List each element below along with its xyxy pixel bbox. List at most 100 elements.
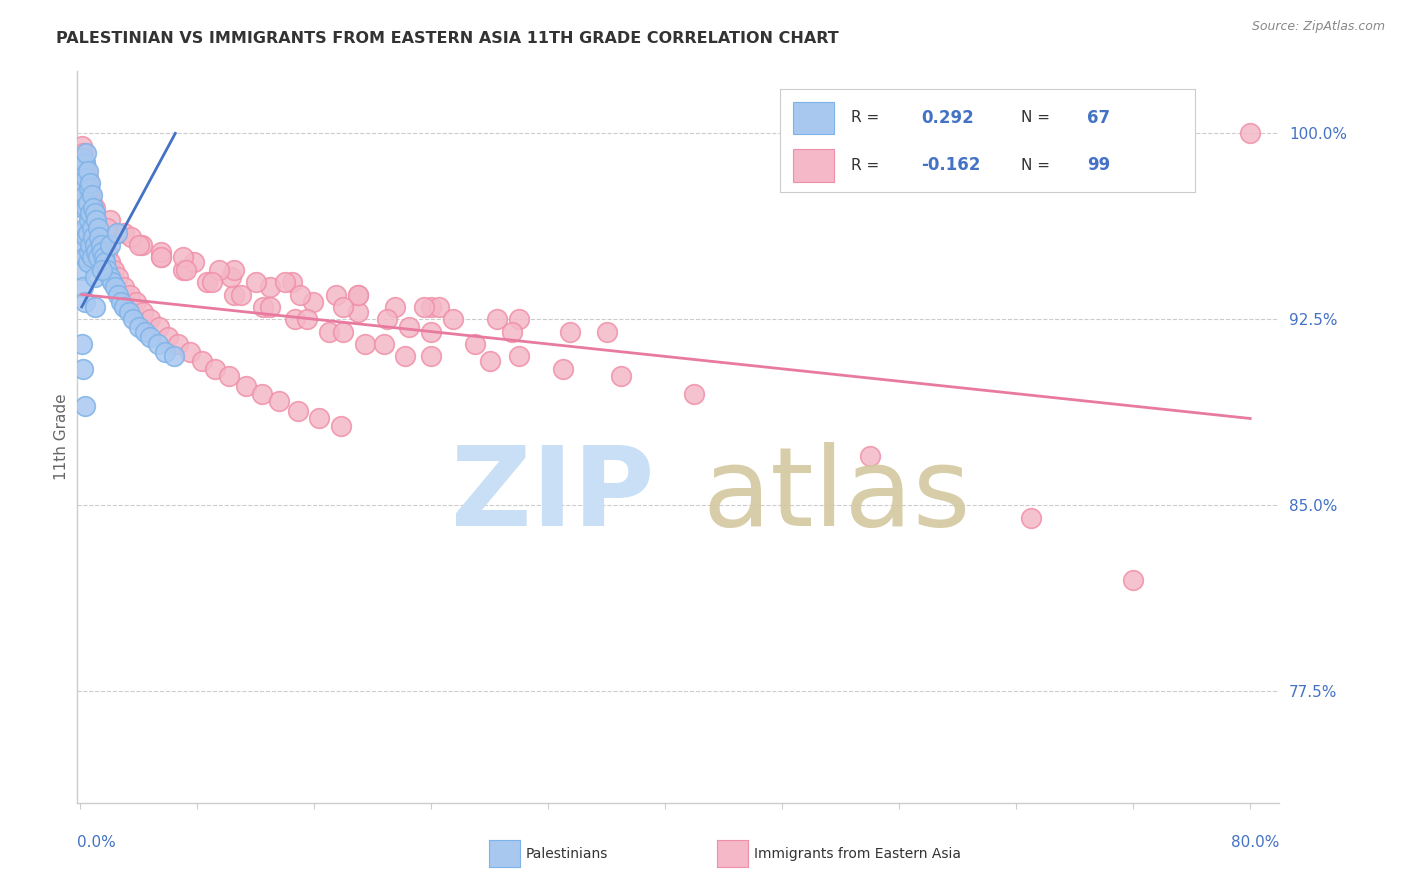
Point: [72, 280, 94, 294]
Point: [332, 325, 354, 339]
Point: [859, 449, 882, 463]
Point: [269, 394, 291, 409]
Point: [98, 255, 121, 269]
Point: [148, 319, 170, 334]
Point: [204, 362, 226, 376]
Point: [79, 205, 101, 219]
Point: [128, 319, 150, 334]
Point: [377, 312, 399, 326]
Point: [301, 295, 323, 310]
Point: [70, 262, 93, 277]
Point: [259, 280, 281, 294]
Text: 0.292: 0.292: [921, 109, 974, 127]
Point: [79, 188, 101, 202]
Y-axis label: 11th Grade: 11th Grade: [53, 393, 69, 481]
Text: N =: N =: [1021, 111, 1054, 126]
Text: -0.162: -0.162: [921, 156, 981, 174]
Point: [128, 238, 150, 252]
Point: [112, 300, 135, 314]
Point: [208, 262, 231, 277]
Point: [560, 325, 582, 339]
Point: [394, 350, 416, 364]
Point: [87, 220, 110, 235]
Point: [420, 350, 443, 364]
Point: [75, 163, 97, 178]
Point: [201, 275, 224, 289]
Point: [77, 213, 100, 227]
FancyBboxPatch shape: [793, 102, 834, 135]
Point: [75, 201, 97, 215]
Point: [501, 325, 523, 339]
Point: [347, 287, 370, 301]
Point: [134, 325, 156, 339]
Point: [76, 255, 98, 269]
Text: 80.0%: 80.0%: [1232, 836, 1279, 850]
Point: [464, 337, 486, 351]
Point: [83, 238, 105, 252]
Point: [172, 262, 194, 277]
Point: [70, 195, 93, 210]
Point: [72, 176, 94, 190]
Point: [153, 344, 176, 359]
Point: [139, 312, 162, 326]
Point: [72, 201, 94, 215]
Point: [93, 238, 115, 252]
Point: [183, 255, 205, 269]
Point: [125, 295, 148, 310]
Point: [105, 226, 128, 240]
Point: [91, 262, 114, 277]
Point: [329, 418, 352, 433]
Point: [112, 226, 135, 240]
Point: [75, 171, 97, 186]
Point: [398, 319, 420, 334]
Point: [98, 238, 121, 252]
Point: [87, 220, 110, 235]
Point: [508, 312, 530, 326]
Point: [229, 287, 252, 301]
Text: 67: 67: [1087, 109, 1111, 127]
Point: [288, 287, 311, 301]
Point: [167, 337, 190, 351]
Point: [281, 275, 304, 289]
Point: [131, 238, 153, 252]
Point: [287, 404, 309, 418]
Point: [83, 300, 105, 314]
Text: PALESTINIAN VS IMMIGRANTS FROM EASTERN ASIA 11TH GRADE CORRELATION CHART: PALESTINIAN VS IMMIGRANTS FROM EASTERN A…: [56, 31, 839, 46]
Text: N =: N =: [1021, 158, 1054, 173]
Point: [163, 350, 186, 364]
Point: [73, 188, 96, 202]
Point: [274, 275, 297, 289]
Text: Source: ZipAtlas.com: Source: ZipAtlas.com: [1251, 20, 1385, 33]
Point: [103, 262, 125, 277]
Text: 99: 99: [1087, 156, 1111, 174]
Point: [110, 295, 132, 310]
Point: [101, 275, 124, 289]
FancyBboxPatch shape: [793, 149, 834, 181]
Point: [73, 220, 96, 235]
Point: [73, 250, 96, 264]
Point: [308, 411, 330, 425]
Point: [72, 146, 94, 161]
Point: [80, 195, 103, 210]
Point: [80, 220, 103, 235]
Point: [245, 275, 267, 289]
Point: [80, 250, 103, 264]
Point: [83, 201, 105, 215]
Point: [179, 344, 201, 359]
Point: [107, 287, 129, 301]
Point: [139, 329, 162, 343]
Point: [149, 250, 172, 264]
Point: [89, 230, 111, 244]
Point: [70, 138, 93, 153]
Text: atlas: atlas: [703, 442, 972, 549]
Point: [83, 213, 105, 227]
Point: [222, 287, 245, 301]
Point: [218, 369, 240, 384]
Point: [77, 181, 100, 195]
Point: [146, 337, 169, 351]
Point: [295, 312, 318, 326]
Point: [118, 287, 141, 301]
Point: [93, 250, 115, 264]
Point: [94, 255, 117, 269]
Point: [75, 230, 97, 244]
